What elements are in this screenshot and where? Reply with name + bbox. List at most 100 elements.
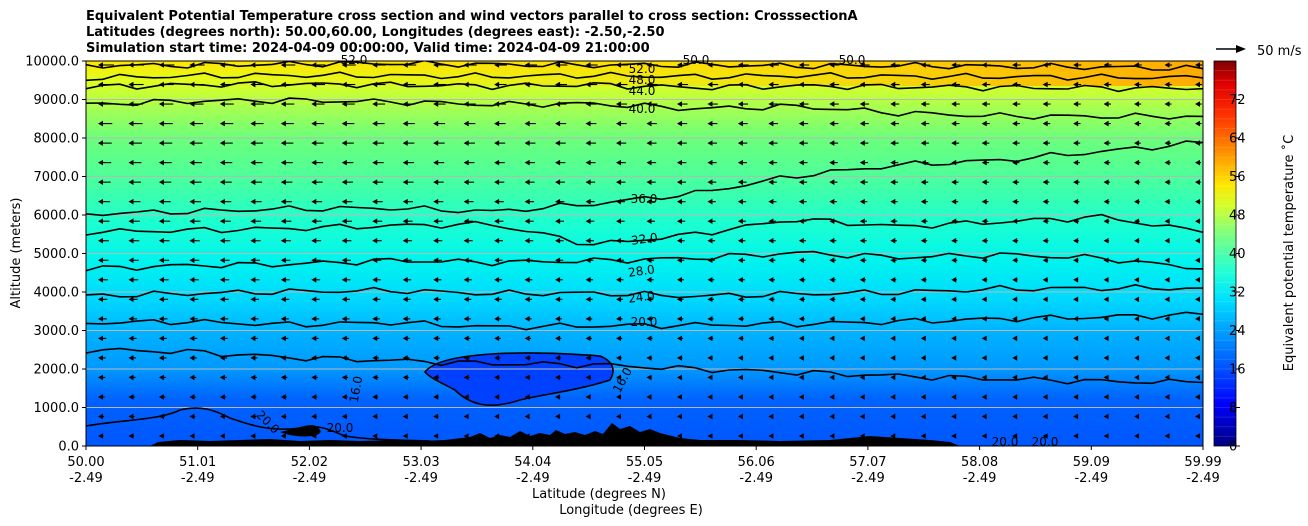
wind-arrow [951, 101, 960, 107]
wind-arrow [1103, 198, 1110, 205]
contour-52 [86, 61, 1203, 71]
wind-arrow [158, 316, 168, 322]
wind-arrow [1195, 394, 1200, 400]
wind-arrow [585, 374, 592, 381]
wind-arrow [1012, 413, 1018, 420]
wind-arrow [524, 413, 530, 420]
wind-arrow [372, 413, 378, 420]
wind-arrow [1164, 237, 1170, 244]
wind-arrow [890, 159, 899, 166]
wind-arrow [128, 179, 141, 185]
wind-arrow [433, 276, 442, 283]
wind-arrow [1164, 433, 1170, 439]
wind-arrow [158, 101, 174, 107]
wind-arrow [433, 355, 440, 361]
wind-arrow [1042, 198, 1050, 205]
wind-arrow [1134, 218, 1140, 225]
contour-label: 40.0 [629, 102, 656, 116]
wind-arrow [341, 276, 351, 283]
wind-arrow [189, 218, 201, 225]
wind-arrow [219, 257, 230, 264]
wind-arrow [433, 198, 444, 205]
wind-arrow [494, 120, 506, 127]
wind-arrow [707, 335, 714, 342]
wind-arrow [494, 237, 503, 244]
wind-arrow [798, 335, 805, 342]
wind-arrow [341, 374, 349, 381]
wind-arrow [1103, 179, 1110, 185]
wind-arrow [524, 374, 531, 381]
wind-arrow [829, 296, 836, 303]
x-tick-label-lat: 57.07 [849, 455, 886, 470]
wind-arrow [616, 276, 624, 283]
contour-label: 28.0 [627, 262, 655, 280]
wind-arrow [1164, 276, 1170, 283]
wind-arrow [158, 296, 169, 303]
wind-arrow [189, 120, 204, 127]
wind-arrow [250, 335, 259, 342]
wind-arrow [311, 335, 319, 342]
wind-arrow [1042, 179, 1050, 185]
wind-arrow [676, 433, 682, 439]
wind-arrow [1042, 159, 1050, 166]
wind-arrow [372, 159, 384, 166]
wind-arrow [707, 179, 717, 185]
wind-arrow [128, 159, 142, 166]
wind-arrow [829, 355, 835, 361]
wind-arrow [311, 276, 321, 283]
wind-arrow [798, 276, 806, 283]
wind-arrow [920, 81, 930, 88]
wind-arrow [737, 101, 749, 107]
wind-arrow [585, 218, 595, 225]
colorbar-tick-label: 56 [1229, 170, 1246, 185]
wind-arrow [1134, 374, 1140, 381]
wind-arrow [250, 237, 261, 244]
chart-title-line-3: Simulation start time: 2024-04-09 00:00:… [86, 41, 650, 56]
wind-arrow [128, 81, 144, 88]
wind-arrow [494, 140, 506, 146]
wind-arrow [829, 257, 837, 264]
wind-arrow [768, 394, 774, 400]
wind-arrow [1073, 81, 1082, 88]
wind-arrow [798, 237, 807, 244]
wind-arrow [1073, 413, 1079, 420]
wind-arrow [829, 81, 840, 88]
wind-arrow [981, 120, 990, 127]
wind-arrow [585, 316, 593, 322]
wind-arrow [859, 335, 865, 342]
wind-arrow [494, 257, 503, 264]
wind-arrow [1134, 101, 1142, 107]
wind-arrow [616, 413, 622, 420]
wind-arrow [981, 355, 987, 361]
wind-arrow [372, 394, 379, 400]
wind-arrow [951, 198, 959, 205]
x-tick-label-lon: -2.49 [293, 471, 327, 486]
wind-arrow [585, 159, 596, 166]
colorbar-tick-label: 24 [1229, 324, 1246, 339]
wind-arrow [1042, 413, 1048, 420]
x-tick-label-lon: -2.49 [739, 471, 773, 486]
wind-arrow [158, 159, 172, 166]
wind-arrow [737, 237, 746, 244]
wind-arrow [250, 296, 260, 303]
wind-arrow [280, 218, 292, 225]
wind-arrow [737, 335, 744, 342]
wind-arrow [1164, 355, 1170, 361]
wind-arrow [616, 159, 626, 166]
wind-arrow [1134, 394, 1140, 400]
wind-arrow [158, 433, 165, 439]
wind-arrow [798, 413, 804, 420]
wind-arrow [920, 413, 926, 420]
wind-arrow [494, 81, 507, 88]
contour-16-closed [423, 352, 614, 406]
wind-arrow [555, 316, 562, 322]
wind-arrow [707, 198, 716, 205]
wind-arrow [372, 433, 378, 439]
wind-arrow [1134, 237, 1140, 244]
wind-arrow [128, 316, 138, 322]
wind-arrow [463, 316, 471, 322]
wind-arrow [951, 257, 958, 264]
contour-label: 16.0 [347, 375, 365, 404]
wind-arrow [372, 101, 386, 107]
wind-arrow [1042, 140, 1050, 146]
